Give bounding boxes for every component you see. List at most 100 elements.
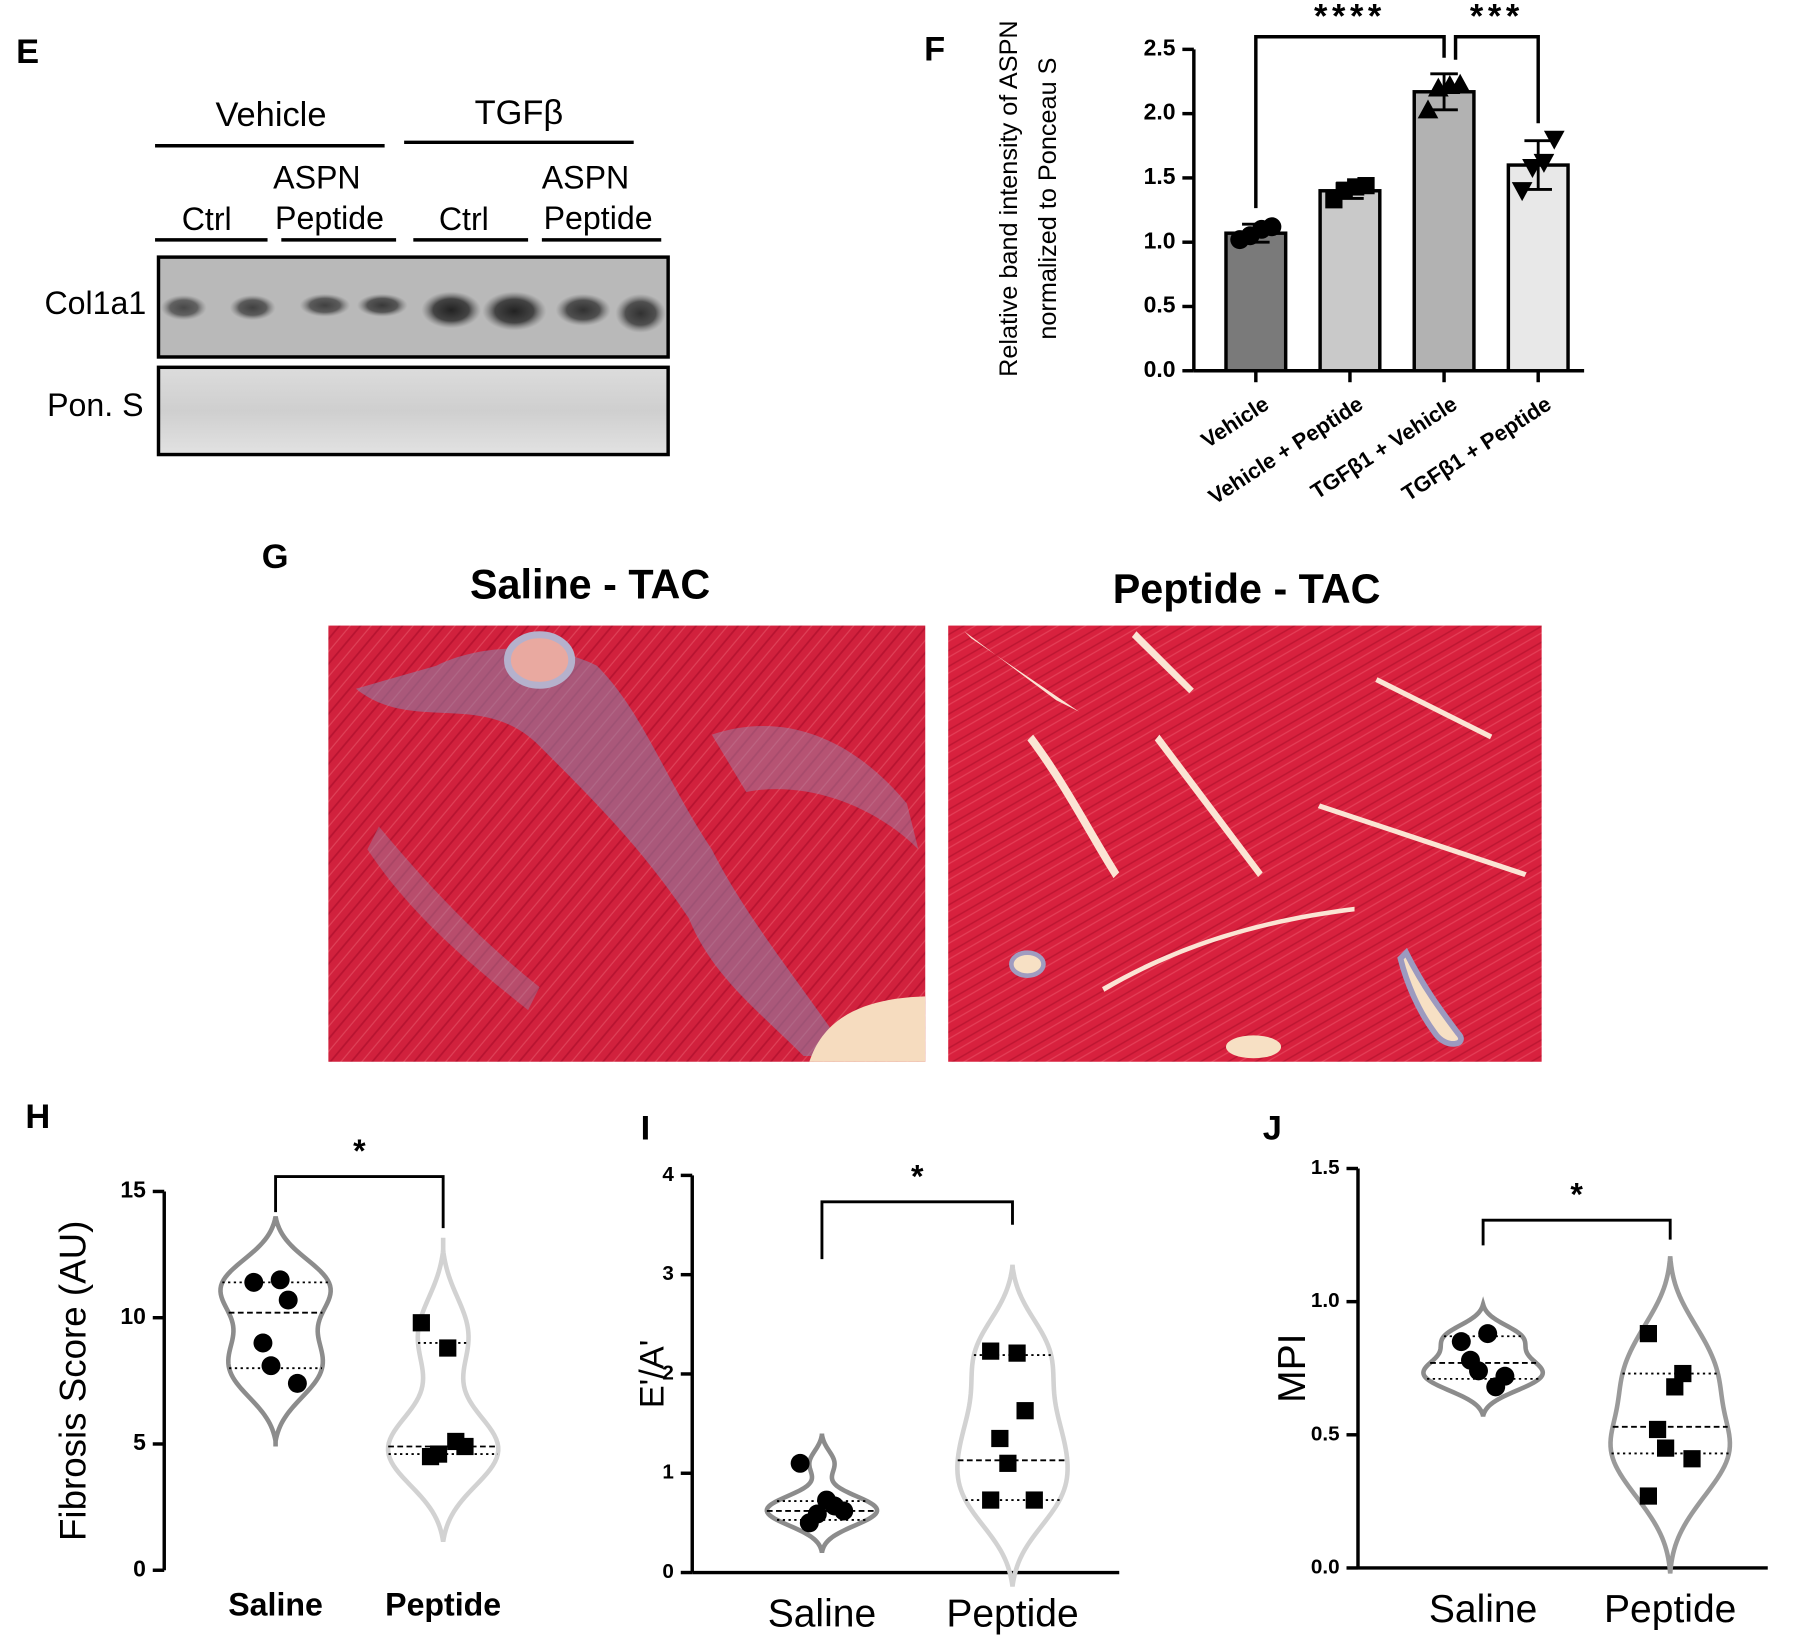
x-tick-label: Saline bbox=[228, 1586, 323, 1622]
y-axis-label: MPI bbox=[1271, 1334, 1314, 1403]
y-tick-label: 1.5 bbox=[1144, 163, 1176, 189]
data-point bbox=[1639, 1324, 1657, 1343]
row-label: Col1a1 bbox=[44, 285, 146, 321]
y-tick-label: 4 bbox=[662, 1163, 674, 1186]
data-point bbox=[244, 1272, 264, 1292]
y-tick-label: 0.0 bbox=[1144, 356, 1176, 382]
y-tick-label: 10 bbox=[120, 1303, 146, 1329]
image-title: Saline - TAC bbox=[470, 562, 710, 608]
data-point bbox=[1016, 1402, 1034, 1420]
bar bbox=[1506, 163, 1570, 373]
y-tick-label: 15 bbox=[120, 1177, 146, 1203]
data-point bbox=[270, 1270, 290, 1290]
significance-bracket bbox=[1254, 35, 1446, 209]
data-point bbox=[278, 1290, 298, 1310]
histology-image bbox=[328, 625, 926, 1062]
data-point bbox=[982, 1342, 1000, 1360]
lane-label: ASPN bbox=[273, 160, 360, 196]
ponceau-image bbox=[156, 365, 670, 457]
histology-image bbox=[948, 625, 1542, 1062]
y-tick-label: 1.0 bbox=[1311, 1289, 1340, 1312]
data-point bbox=[999, 1454, 1017, 1472]
data-point bbox=[1262, 217, 1282, 237]
data-point bbox=[412, 1314, 430, 1332]
x-tick-label: Vehicle bbox=[1197, 391, 1274, 453]
bar bbox=[1224, 231, 1288, 373]
data-point bbox=[1674, 1364, 1692, 1383]
panel-label: H bbox=[25, 1098, 50, 1136]
y-axis-label: Relative band intensity of ASPN bbox=[995, 20, 1023, 377]
y-tick-label: 1 bbox=[662, 1461, 674, 1484]
panel-label: J bbox=[1263, 1110, 1282, 1148]
y-tick-label: 0 bbox=[133, 1555, 146, 1581]
significance-label: **** bbox=[1314, 0, 1386, 35]
significance-label: * bbox=[1570, 1177, 1583, 1213]
data-point bbox=[1639, 1487, 1657, 1505]
y-tick-label: 0 bbox=[662, 1560, 674, 1583]
data-point bbox=[1451, 1332, 1471, 1352]
data-point bbox=[1648, 1420, 1667, 1439]
histology-panel: G Saline - TAC Peptide - TAC bbox=[262, 538, 1542, 1062]
data-point bbox=[1533, 153, 1555, 173]
significance-bracket bbox=[1453, 35, 1540, 124]
group-label: TGFβ bbox=[475, 94, 564, 132]
data-point bbox=[261, 1356, 281, 1376]
data-point bbox=[1666, 1378, 1684, 1396]
bar bbox=[1412, 90, 1476, 373]
violin bbox=[1421, 1296, 1546, 1417]
data-point bbox=[1478, 1324, 1498, 1344]
lane-label: Peptide bbox=[275, 200, 384, 236]
lane-label: Ctrl bbox=[439, 201, 489, 237]
data-point bbox=[1522, 159, 1543, 178]
data-point bbox=[1469, 1361, 1488, 1381]
image-title: Peptide - TAC bbox=[1113, 566, 1381, 612]
y-tick-label: 1.0 bbox=[1144, 227, 1176, 253]
lane-label: ASPN bbox=[542, 160, 629, 196]
lane-label: Ctrl bbox=[182, 201, 232, 237]
data-point bbox=[287, 1373, 307, 1393]
blot-bands bbox=[160, 291, 666, 333]
data-point bbox=[1543, 130, 1565, 150]
panel-label: F bbox=[924, 31, 945, 69]
data-point bbox=[790, 1453, 810, 1473]
x-tick-label: Peptide bbox=[946, 1592, 1078, 1635]
y-tick-label: 0.0 bbox=[1311, 1555, 1340, 1578]
data-point bbox=[1025, 1491, 1043, 1509]
violin bbox=[764, 1433, 880, 1554]
data-point bbox=[253, 1333, 273, 1353]
x-tick-label: Peptide bbox=[385, 1586, 501, 1622]
data-point bbox=[1683, 1450, 1701, 1468]
panel-label: I bbox=[641, 1110, 651, 1148]
group-label: Vehicle bbox=[215, 96, 326, 134]
y-tick-label: 0.5 bbox=[1311, 1422, 1340, 1445]
violin bbox=[955, 1264, 1070, 1587]
y-tick-label: 3 bbox=[662, 1262, 674, 1285]
x-tick-label: Peptide bbox=[1604, 1588, 1736, 1631]
violin bbox=[385, 1237, 501, 1543]
x-tick-label: Vehicle + Peptide bbox=[1204, 391, 1367, 509]
y-tick-label: 2 bbox=[662, 1361, 674, 1384]
y-tick-label: 5 bbox=[133, 1429, 146, 1455]
violin bbox=[218, 1216, 333, 1447]
significance-bracket bbox=[274, 1175, 445, 1229]
data-point bbox=[1495, 1366, 1515, 1386]
bar bbox=[1318, 189, 1382, 373]
data-point bbox=[1449, 73, 1471, 93]
data-point bbox=[456, 1437, 474, 1456]
data-point bbox=[991, 1429, 1009, 1448]
data-point bbox=[982, 1491, 1000, 1509]
data-point bbox=[834, 1501, 854, 1521]
y-axis-label: E'/A' bbox=[633, 1340, 671, 1409]
data-point bbox=[1417, 99, 1439, 119]
panel-label: G bbox=[262, 538, 289, 576]
y-tick-label: 1.5 bbox=[1311, 1156, 1340, 1179]
data-point bbox=[1511, 182, 1533, 202]
data-point bbox=[1656, 1439, 1675, 1457]
y-axis-label: normalized to Ponceau S bbox=[1034, 58, 1062, 340]
y-tick-label: 0.5 bbox=[1144, 292, 1176, 318]
blot-panel: E Vehicle TGFβ Ctrl ASPN Peptide Ctrl AS… bbox=[16, 33, 670, 457]
significance-label: *** bbox=[1470, 0, 1524, 35]
x-tick-label: Saline bbox=[1429, 1588, 1537, 1631]
